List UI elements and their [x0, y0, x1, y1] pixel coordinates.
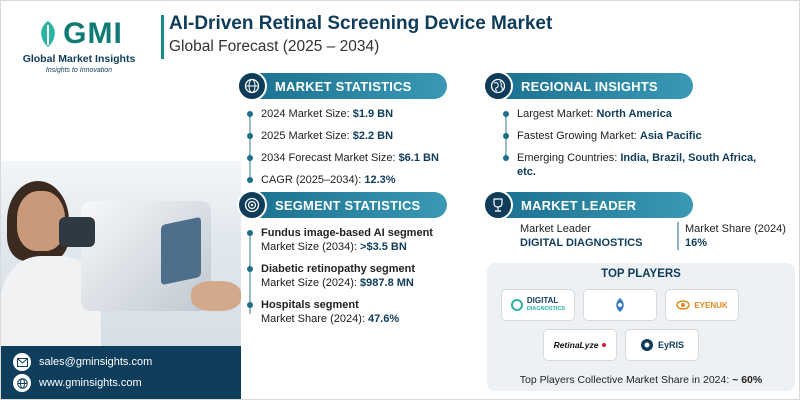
- list-item: 2024 Market Size: $1.9 BN: [245, 107, 465, 121]
- gmi-logo[interactable]: GMI Global Market Insights Insights to I…: [9, 17, 149, 87]
- brand-name: Global Market Insights: [22, 53, 136, 65]
- list-item: CAGR (2025–2034): 12.3%: [245, 173, 465, 187]
- retinal-exam-photo: [1, 161, 241, 351]
- globe-stats-icon: [237, 71, 267, 101]
- logo-text: GMI: [63, 17, 123, 50]
- market-leader-heading: MARKET LEADER: [483, 190, 693, 220]
- top-players-panel: TOP PLAYERS DIGITAL DIAGNOSTICS EYENUK R…: [487, 263, 795, 391]
- market-leader-name: DIGITAL DIAGNOSTICS: [520, 237, 643, 249]
- gmi-leaf-icon: [41, 21, 55, 47]
- header-accent-bar: [161, 15, 164, 59]
- top-players-share: Top Players Collective Market Share in 2…: [519, 374, 763, 386]
- retinalyze-logo[interactable]: RetinaLyze: [543, 329, 617, 361]
- contact-strip: sales@gminsights.com www.gminsights.com: [1, 346, 241, 399]
- mail-icon: [13, 353, 31, 371]
- target-icon: [237, 190, 267, 220]
- list-item: 2025 Market Size: $2.2 BN: [245, 129, 465, 143]
- market-leader-info: Market Leader DIGITAL DIAGNOSTICS: [520, 222, 670, 250]
- aeye-health-logo[interactable]: [583, 289, 657, 321]
- website-contact[interactable]: www.gminsights.com: [13, 374, 142, 392]
- list-item: Emerging Countries: India, Brazil, South…: [501, 151, 776, 179]
- page-subtitle: Global Forecast (2025 – 2034): [169, 38, 380, 55]
- brand-tagline: Insights to Innovation: [45, 67, 113, 74]
- list-item: 2034 Forecast Market Size: $6.1 BN: [245, 151, 465, 165]
- digital-diagnostics-logo[interactable]: DIGITAL DIAGNOSTICS: [501, 289, 575, 321]
- segment-name: Diabetic retinopathy segment: [245, 262, 475, 276]
- list-item: Fastest Growing Market: Asia Pacific: [501, 129, 791, 143]
- globe-icon: [13, 374, 31, 392]
- website-text[interactable]: www.gminsights.com: [39, 377, 142, 389]
- top-players-title: TOP PLAYERS: [601, 268, 681, 280]
- regional-insights-heading: REGIONAL INSIGHTS: [483, 71, 693, 101]
- regional-insights-list: Largest Market: North America Fastest Gr…: [501, 107, 791, 179]
- trophy-icon: [483, 190, 513, 220]
- segment-statistics-heading: SEGMENT STATISTICS: [237, 190, 447, 220]
- segment-statistics-list: Fundus image-based AI segment Market Siz…: [245, 226, 475, 326]
- list-item: Largest Market: North America: [501, 107, 791, 121]
- market-leader-share: Market Share (2024) 16%: [677, 222, 792, 250]
- market-statistics-list: 2024 Market Size: $1.9 BN 2025 Market Si…: [245, 107, 465, 187]
- email-contact[interactable]: sales@gminsights.com: [13, 353, 152, 371]
- page-title: AI-Driven Retinal Screening Device Marke…: [169, 13, 553, 34]
- email-text[interactable]: sales@gminsights.com: [39, 356, 153, 368]
- market-statistics-heading: MARKET STATISTICS: [237, 71, 447, 101]
- world-icon: [483, 71, 513, 101]
- eyris-logo[interactable]: EyRIS: [625, 329, 699, 361]
- eyenuk-logo[interactable]: EYENUK: [665, 289, 739, 321]
- segment-name: Fundus image-based AI segment: [245, 226, 475, 240]
- header: AI-Driven Retinal Screening Device Marke…: [161, 12, 553, 59]
- segment-name: Hospitals segment: [245, 298, 475, 312]
